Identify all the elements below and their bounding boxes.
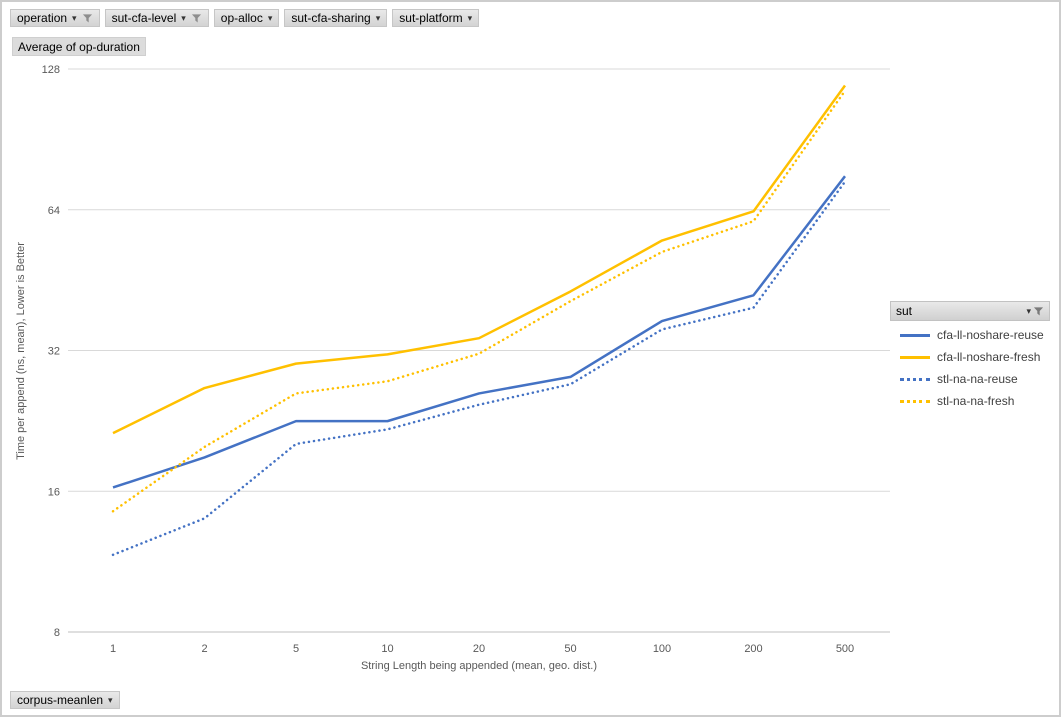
- field-button-label: operation: [17, 11, 68, 25]
- x-tick-label: 20: [473, 643, 485, 655]
- y-tick-label: 64: [48, 205, 60, 217]
- value-field-button[interactable]: Average of op-duration: [12, 37, 146, 56]
- y-axis-title: Time per append (ns, mean), Lower is Bet…: [15, 242, 27, 460]
- legend-item[interactable]: stl-na-na-reuse: [890, 368, 1050, 390]
- legend-item-label: stl-na-na-reuse: [937, 372, 1018, 386]
- filter-funnel-icon: [1033, 306, 1044, 316]
- field-button-sut-cfa-level[interactable]: sut-cfa-level ▾: [104, 9, 209, 27]
- dropdown-arrow-icon: ▾: [1026, 305, 1031, 316]
- dropdown-arrow-icon: ▾: [72, 12, 77, 23]
- legend-field-button[interactable]: sut ▾: [890, 301, 1050, 321]
- legend-entries: cfa-ll-noshare-reuse cfa-ll-noshare-fres…: [890, 321, 1050, 412]
- y-tick-label: 128: [42, 64, 60, 76]
- dropdown-arrow-icon: ▾: [108, 694, 113, 705]
- field-button-sut-cfa-sharing[interactable]: sut-cfa-sharing ▾: [284, 9, 388, 27]
- x-tick-label: 1: [110, 643, 116, 655]
- series-line-cfa-ll-noshare-reuse[interactable]: [112, 175, 846, 489]
- x-tick-label: 200: [744, 643, 762, 655]
- y-tick-label: 16: [48, 486, 60, 498]
- x-tick-label: 5: [293, 643, 299, 655]
- dropdown-arrow-icon: ▾: [467, 12, 473, 23]
- legend-line-sample: [900, 377, 930, 381]
- field-button-label: sut-platform: [399, 11, 463, 25]
- dropdown-arrow-icon: ▾: [181, 12, 186, 23]
- field-button-label: corpus-meanlen: [17, 693, 104, 707]
- legend-item-label: cfa-ll-noshare-reuse: [937, 328, 1044, 342]
- bottom-filter-row: corpus-meanlen ▾: [10, 691, 120, 709]
- filter-funnel-icon: [82, 13, 92, 23]
- value-field-label: Average of op-duration: [18, 39, 140, 54]
- field-button-label: sut-cfa-sharing: [291, 11, 371, 25]
- y-tick-label: 32: [48, 346, 60, 358]
- y-tick-label: 8: [54, 627, 60, 639]
- x-tick-label: 50: [564, 643, 576, 655]
- legend-item[interactable]: stl-na-na-fresh: [890, 390, 1050, 412]
- field-button-op-alloc[interactable]: op-alloc ▾: [213, 9, 280, 27]
- legend-item[interactable]: cfa-ll-noshare-reuse: [890, 324, 1050, 346]
- legend-line-sample: [900, 333, 930, 337]
- field-button-label: sut-cfa-level: [111, 11, 177, 25]
- legend-field-label: sut: [896, 304, 913, 318]
- filter-funnel-icon: [191, 13, 201, 23]
- x-tick-label: 100: [653, 643, 671, 655]
- legend-item[interactable]: cfa-ll-noshare-fresh: [890, 346, 1050, 368]
- x-tick-label: 2: [201, 643, 207, 655]
- legend-item-label: stl-na-na-fresh: [937, 394, 1015, 408]
- series-line-cfa-ll-noshare-fresh[interactable]: [112, 84, 847, 435]
- chart-legend: sut ▾ cfa-ll-noshare-reuse cfa-ll-noshar…: [890, 301, 1050, 412]
- dropdown-arrow-icon: ▾: [375, 12, 381, 23]
- x-axis-title: String Length being appended (mean, geo.…: [361, 660, 597, 672]
- field-button-operation[interactable]: operation ▾: [10, 9, 100, 27]
- legend-item-label: cfa-ll-noshare-fresh: [937, 350, 1041, 364]
- legend-line-sample: [900, 355, 930, 359]
- legend-line-sample: [900, 399, 930, 403]
- field-button-corpus-meanlen[interactable]: corpus-meanlen ▾: [10, 691, 120, 709]
- x-tick-label: 10: [381, 643, 393, 655]
- x-tick-label: 500: [836, 643, 854, 655]
- series-line-stl-na-na-reuse[interactable]: [111, 180, 847, 557]
- top-filter-row: operation ▾ sut-cfa-level ▾ op-alloc ▾ s…: [10, 9, 480, 27]
- field-button-label: op-alloc: [220, 11, 263, 25]
- series-line-stl-na-na-fresh[interactable]: [111, 89, 847, 513]
- dropdown-arrow-icon: ▾: [267, 12, 273, 23]
- field-button-sut-platform[interactable]: sut-platform ▾: [392, 9, 480, 27]
